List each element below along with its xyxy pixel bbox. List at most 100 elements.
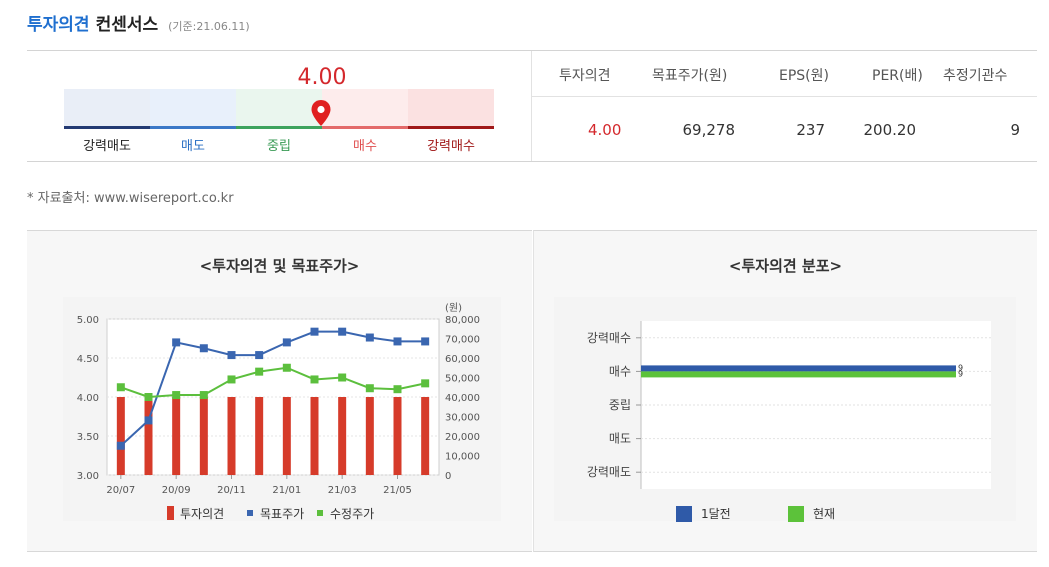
th-institutions: 추정기관수 xyxy=(943,68,1008,84)
header-title-opinion: 투자의견 xyxy=(27,15,90,35)
opinion-bar xyxy=(116,397,125,475)
gauge-segment-line xyxy=(150,126,236,129)
adjusted-price-point xyxy=(421,379,430,388)
opinion-bar xyxy=(310,397,319,475)
target-price-point xyxy=(172,338,181,347)
y-left-tick-label: 4.50 xyxy=(77,354,99,365)
gauge-value: 4.00 xyxy=(297,65,347,90)
y-right-tick-label: 30,000 xyxy=(445,413,480,424)
td-institutions: 9 xyxy=(1010,121,1020,139)
opinion-bar xyxy=(227,397,236,475)
category-label: 매수 xyxy=(609,364,631,378)
legend-label: 수정주가 xyxy=(330,507,374,521)
opinion-bar xyxy=(172,397,181,475)
y-right-tick-label: 0 xyxy=(445,471,451,482)
opinion-bar xyxy=(393,397,402,475)
summary-divider xyxy=(531,51,532,161)
adjusted-price-point xyxy=(310,375,319,384)
target-price-point xyxy=(393,337,402,346)
legend-swatch xyxy=(317,510,323,516)
opinion-target-chart: 5.00 4.50 4.00 3.50 3.00 80,000 70,000 60,000 50… xyxy=(63,297,501,521)
y-right-tick-label: 80,000 xyxy=(445,315,480,326)
gauge-segment-label: 매도 xyxy=(181,139,205,154)
opinion-bar xyxy=(338,397,347,475)
adjusted-price-point xyxy=(393,385,402,394)
data-source-note: * 자료출처: www.wisereport.co.kr xyxy=(27,191,234,206)
legend-label: 1달전 xyxy=(701,507,731,521)
adjusted-price-line xyxy=(120,366,426,399)
opinion-bar xyxy=(199,397,208,475)
adjusted-price-point xyxy=(172,391,181,400)
header-title-consensus: 컨센서스 xyxy=(95,15,159,35)
y-left-tick-label: 4.00 xyxy=(77,393,99,404)
y-right-tick-label: 20,000 xyxy=(445,432,480,443)
opinion-bar xyxy=(144,397,153,475)
opinion-bar xyxy=(365,397,374,475)
adjusted-price-point xyxy=(365,384,374,393)
legend-label: 투자의견 xyxy=(180,507,224,521)
gauge-segment-line xyxy=(64,126,150,129)
chart2-title: <투자의견 분포> xyxy=(728,257,843,275)
y-left-tick-label: 3.00 xyxy=(77,471,99,482)
gauge-segment xyxy=(322,89,408,129)
target-price-point xyxy=(310,327,319,336)
bar-value-label: 9 xyxy=(958,369,963,378)
th-per: PER(배) xyxy=(872,68,923,84)
opinion-target-panel: <투자의견 및 목표주가> 5.00 4.50 4.00 3.50 3.00 80,000… xyxy=(27,230,532,552)
gauge-segment xyxy=(150,89,236,129)
target-price-point xyxy=(116,441,125,450)
gauge-segment-line xyxy=(322,126,408,129)
plot-area xyxy=(641,321,991,489)
y-left-tick-label: 3.50 xyxy=(77,432,99,443)
opinion-distribution-panel: <투자의견 분포> 강력매수 매수 중립 매도 강력매도 9 9 1달전 현재 xyxy=(533,230,1037,552)
target-price-point xyxy=(338,327,347,336)
th-eps: EPS(원) xyxy=(779,68,829,84)
gauge-segment-label: 강력매도 xyxy=(83,139,131,154)
td-opinion: 4.00 xyxy=(588,121,622,139)
legend-label: 현재 xyxy=(813,507,835,521)
summary-table-header: 투자의견 목표주가(원) EPS(원) PER(배) 추정기관수 xyxy=(532,51,1037,97)
gauge-segment-label: 매수 xyxy=(353,139,377,154)
y-right-unit-label: (원) xyxy=(445,302,462,314)
category-label: 중립 xyxy=(609,398,631,412)
target-price-point xyxy=(144,416,153,425)
adjusted-price-point xyxy=(116,383,125,392)
map-pin-icon xyxy=(311,100,331,126)
td-per: 200.20 xyxy=(863,121,917,139)
adjusted-price-point xyxy=(227,375,236,384)
target-price-line xyxy=(120,330,426,447)
x-tick-label: 21/03 xyxy=(328,485,357,496)
x-tick-label: 21/01 xyxy=(272,485,301,496)
y-right-tick-label: 10,000 xyxy=(445,452,480,463)
y-right-tick-label: 60,000 xyxy=(445,354,480,365)
adjusted-price-point xyxy=(338,373,347,382)
y-right-tick-label: 70,000 xyxy=(445,335,480,346)
section-header: 투자의견 컨센서스 (기준:21.06.11) xyxy=(27,10,250,38)
legend-label: 목표주가 xyxy=(260,507,304,521)
category-label: 매도 xyxy=(609,432,631,446)
th-target-price: 목표주가(원) xyxy=(652,68,728,84)
x-tick-label: 20/11 xyxy=(217,485,246,496)
y-right-tick-label: 40,000 xyxy=(445,393,480,404)
y-right-tick-label: 50,000 xyxy=(445,374,480,385)
gauge-segment-label: 강력매수 xyxy=(427,139,475,154)
gauge-segment-label: 중립 xyxy=(267,139,291,154)
gauge-segment-line xyxy=(408,126,494,129)
gauge-segment xyxy=(64,89,150,129)
target-price-point xyxy=(199,344,208,353)
opinion-bar xyxy=(282,397,291,475)
consensus-summary: 4.00 강력매도 매도 중립 매수 강력매수 투자의견 목표주가(원) EPS(원) … xyxy=(27,50,1037,162)
adjusted-price-point xyxy=(199,391,208,400)
distribution-bar xyxy=(641,365,956,372)
gauge-segment-line xyxy=(236,126,322,129)
opinion-bar xyxy=(255,397,264,475)
td-target-price: 69,278 xyxy=(682,121,736,139)
adjusted-price-point xyxy=(255,367,264,376)
target-price-point xyxy=(255,351,264,360)
gauge-segment xyxy=(236,89,322,129)
adjusted-price-point xyxy=(144,393,153,401)
adjusted-price-point xyxy=(282,363,291,372)
target-price-point xyxy=(365,333,374,342)
legend-swatch xyxy=(167,506,174,520)
gauge-segment xyxy=(408,89,494,129)
